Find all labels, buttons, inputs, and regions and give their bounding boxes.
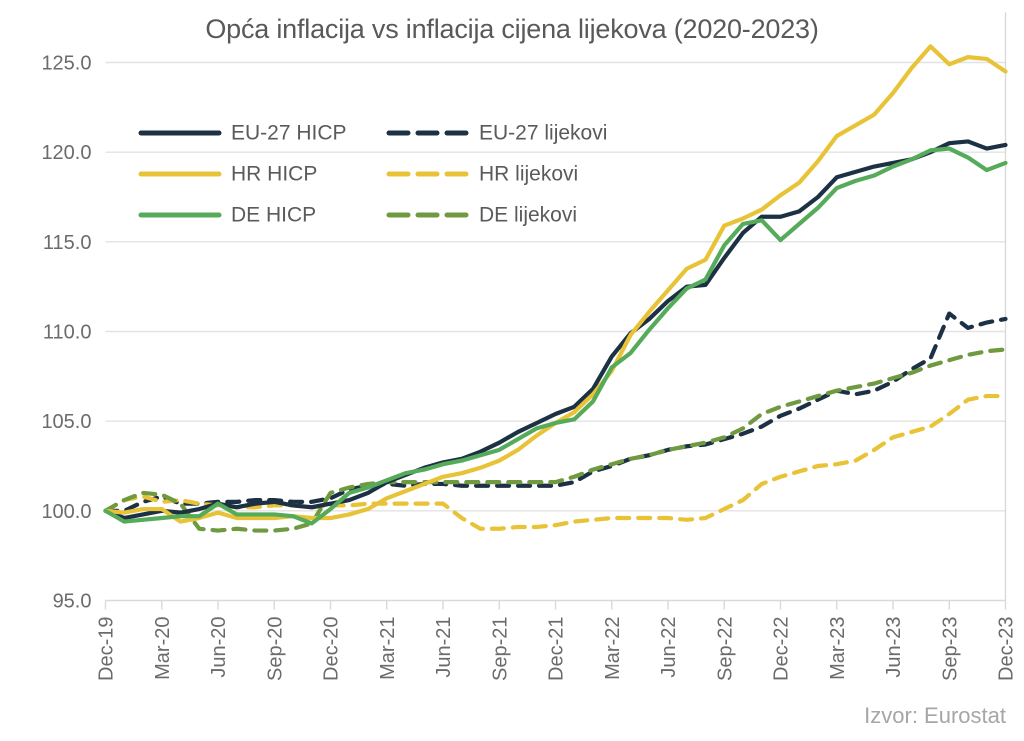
- x-axis-tick-label: Mar-22: [602, 617, 624, 680]
- y-axis-tick-label: 115.0: [43, 232, 92, 254]
- x-axis-tick-label: Dec-19: [96, 617, 118, 681]
- x-axis-tick-label: Jun-22: [658, 617, 680, 678]
- gridlines: [105, 12, 1007, 602]
- x-axis-tick-label: Sep-23: [939, 617, 961, 682]
- x-axis-tick-label: Mar-20: [152, 617, 174, 680]
- y-axis-tick-label: 95.0: [53, 591, 92, 613]
- x-axis-tick-label: Sep-22: [714, 617, 736, 682]
- x-axis-tick-label: Mar-23: [827, 617, 849, 680]
- x-axis-tick-label: Mar-21: [377, 617, 399, 680]
- y-axis-tick-label: 100.0: [41, 501, 91, 523]
- legend-item-label: EU-27 HICP: [231, 122, 347, 145]
- x-axis-tick-label: Dec-21: [546, 617, 568, 681]
- x-axis-tick-label: Jun-21: [433, 617, 455, 678]
- y-axis-tick-label: 105.0: [41, 411, 91, 433]
- y-axis-tick-label: 110.0: [43, 322, 92, 344]
- y-axis-tick-labels: 95.0 100.0 105.0 110.0 115.0 120.0 125.0: [41, 53, 91, 613]
- legend-item-label: DE HICP: [231, 204, 316, 227]
- legend-item-label: DE lijekovi: [479, 204, 577, 227]
- series-line-hr-lijekovi: [103, 393, 1008, 531]
- y-axis-tick-label: 125.0: [41, 53, 91, 75]
- x-axis-tick-label: Dec-22: [771, 617, 793, 681]
- legend-item-label: EU-27 lijekovi: [479, 122, 607, 145]
- series-line-eu-27-lijekovi: [103, 311, 1008, 513]
- page-title: Opća inflacija vs inflacija cijena lijek…: [205, 14, 819, 44]
- x-axis-tick-label: Jun-20: [208, 617, 230, 678]
- series-line-hr-hicp: [103, 44, 1008, 524]
- legend-item-label: HR HICP: [231, 163, 317, 186]
- source-attribution: Izvor: Eurostat: [864, 703, 1006, 728]
- x-axis-tick-label: Dec-23: [996, 617, 1018, 681]
- x-axis-tick-label: Dec-20: [321, 617, 343, 681]
- series-line-eu-27-hicp: [103, 139, 1008, 521]
- data-series-lines: [103, 44, 1008, 533]
- chart-legend: EU-27 HICP EU-27 lijekovi HR HICP HR lijeko…: [138, 122, 607, 227]
- x-axis-tick-label: Sep-21: [489, 617, 511, 682]
- y-axis-tick-label: 120.0: [41, 142, 91, 164]
- series-line-de-lijekovi: [103, 347, 1008, 533]
- legend-item-label: HR lijekovi: [479, 163, 578, 186]
- x-axis-tick-labels: Dec-19 Mar-20 Jun-20 Sep-20 Dec-20 Mar-21 Jun-…: [96, 600, 1018, 682]
- series-line-de-hicp: [103, 146, 1008, 526]
- x-axis-tick-label: Jun-23: [883, 617, 905, 678]
- x-axis-tick-label: Sep-20: [264, 617, 286, 682]
